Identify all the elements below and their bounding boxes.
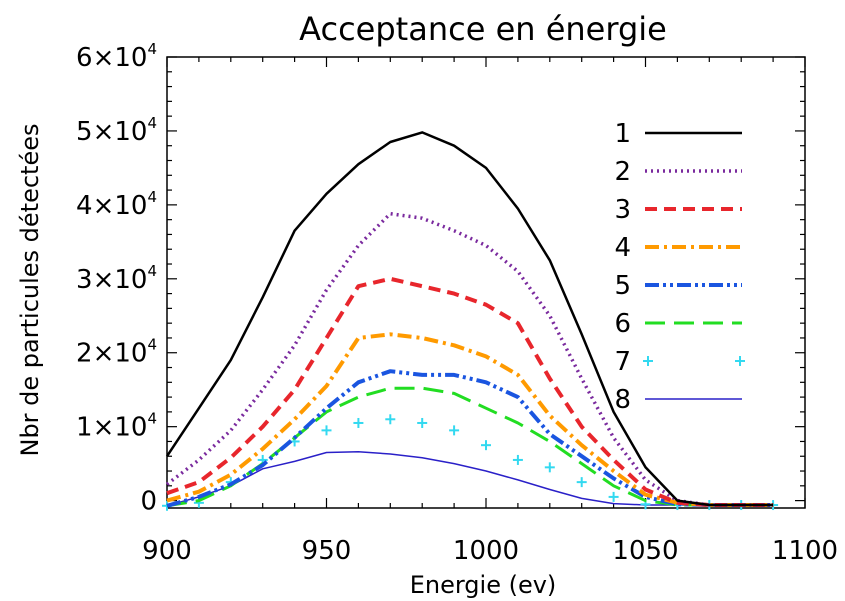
chart-title: Acceptance en énergie — [299, 10, 667, 48]
legend-label: 1 — [614, 119, 631, 149]
y-tick-label: 2×104 — [76, 336, 157, 369]
legend-label: 4 — [614, 233, 631, 263]
series-7-point — [417, 417, 428, 428]
x-tick-label: 1050 — [612, 536, 678, 566]
y-tick-label: 6×104 — [76, 40, 157, 73]
y-tick-label: 4×104 — [76, 188, 157, 221]
series-7-point — [449, 425, 460, 436]
series-7-point — [576, 477, 587, 488]
series-3 — [166, 276, 774, 507]
series-2-line — [165, 211, 774, 507]
legend-label: 3 — [614, 195, 631, 225]
series-4 — [166, 332, 774, 507]
series-3-line — [166, 276, 774, 507]
y-tick-label: 5×104 — [76, 114, 157, 147]
x-axis-label: Energie (ev) — [410, 571, 557, 599]
y-tick-label: 0 — [140, 487, 157, 517]
x-tick-label: 1100 — [772, 536, 838, 566]
series-6-line — [166, 386, 774, 508]
series-5 — [166, 369, 774, 508]
series-7-point — [608, 491, 619, 502]
y-tick-label: 3×104 — [76, 262, 157, 295]
series-5-line — [166, 369, 774, 508]
legend-label: 7 — [614, 347, 631, 377]
series-7-point — [385, 414, 396, 425]
x-tick-label: 950 — [302, 536, 352, 566]
x-tick-label: 1000 — [453, 536, 519, 566]
series-layer — [162, 131, 779, 511]
legend-symbol — [643, 356, 653, 366]
series-7-point — [512, 454, 523, 465]
series-7 — [162, 414, 779, 511]
legend-label: 2 — [614, 157, 631, 187]
series-7-point — [321, 425, 332, 436]
series-1 — [165, 131, 774, 507]
legend-label: 5 — [614, 271, 631, 301]
legend-symbol — [735, 356, 745, 366]
x-tick-label: 900 — [142, 536, 192, 566]
legend: 1 2 3 4 5 6 7 8 — [614, 119, 745, 415]
series-7-point — [481, 440, 491, 451]
series-6 — [166, 386, 774, 508]
y-tick-label: 1×104 — [76, 410, 157, 443]
legend-label: 6 — [614, 309, 631, 339]
series-1-line — [165, 131, 774, 507]
series-7-point — [353, 417, 364, 428]
series-4-line — [166, 332, 774, 507]
series-7-point — [544, 462, 555, 473]
axis-ticks: 900 950 1000 1050 1100 0 1×104 2×104 3×104 4×104 5… — [76, 40, 838, 566]
legend-label: 8 — [614, 385, 631, 415]
series-2 — [165, 211, 774, 507]
y-axis-label: Nbr de particules détectées — [16, 124, 44, 457]
